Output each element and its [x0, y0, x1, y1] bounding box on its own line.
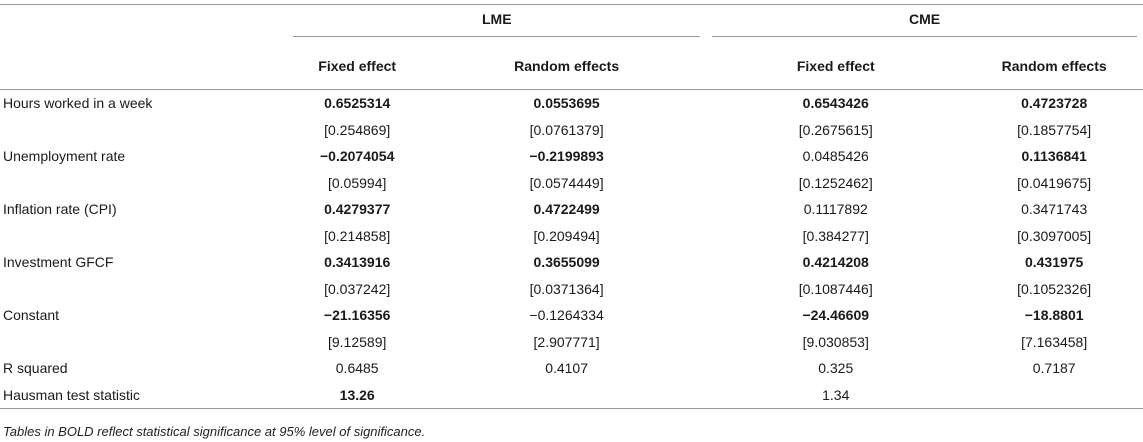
- coefficient-cell: 0.3413916: [324, 254, 391, 271]
- standard-error-cell: [7.163458]: [1021, 333, 1088, 350]
- row-label: Constant: [3, 307, 60, 324]
- standard-error-cell: [0.384277]: [802, 227, 869, 244]
- standard-error-row: [0.037242] [0.0371364] [0.1087446] [0.10523…: [0, 276, 1143, 303]
- group-header-cme: CME: [712, 11, 1137, 37]
- standard-error-cell: [0.1252462]: [798, 174, 873, 191]
- coefficient-cell: 0.431975: [1024, 254, 1084, 271]
- row-label-empty: [0, 276, 287, 303]
- rsquared-row: R squared 0.6485 0.4107 0.325 0.7187: [0, 355, 1143, 382]
- standard-error-cell: [0.1087446]: [798, 280, 873, 297]
- coefficient-row: Unemployment rate −0.2074054 −0.2199893 0.0…: [0, 143, 1143, 170]
- rsquared-cell: 0.325: [818, 360, 854, 377]
- coefficient-cell: 0.4214208: [802, 254, 869, 271]
- row-label: R squared: [3, 360, 68, 377]
- standard-error-cell: [0.3097005]: [1017, 227, 1092, 244]
- coefficient-cell: 0.4723728: [1021, 95, 1088, 112]
- row-label-empty: [0, 223, 287, 250]
- column-header-lme-fixed: Fixed effect: [287, 43, 428, 90]
- coefficient-cell: 0.4279377: [324, 201, 391, 218]
- column-header-cme-fixed: Fixed effect: [706, 43, 966, 90]
- coefficient-cell: −0.2199893: [529, 148, 604, 165]
- standard-error-cell: [0.254869]: [324, 121, 391, 138]
- hausman-cell: 1.34: [706, 381, 966, 409]
- standard-error-cell: [0.0419675]: [1017, 174, 1092, 191]
- standard-error-cell: [9.030853]: [802, 333, 869, 350]
- standard-error-cell: [0.1857754]: [1017, 121, 1092, 138]
- coefficient-cell: 0.4722499: [533, 201, 600, 218]
- regression-table: LME CME Fixed effect Random effects Fixe…: [0, 4, 1143, 409]
- standard-error-cell: [0.214858]: [324, 227, 391, 244]
- standard-error-cell: [9.12589]: [327, 333, 387, 350]
- coefficient-row: Constant −21.16356 −0.1264334 −24.46609 −18.…: [0, 302, 1143, 329]
- coefficient-cell: 0.1136841: [1021, 148, 1087, 165]
- hausman-cell: [427, 381, 707, 409]
- coefficient-cell: −21.16356: [323, 307, 391, 324]
- coefficient-cell: −18.8801: [1024, 307, 1084, 324]
- coefficient-cell: −0.1264334: [529, 307, 604, 324]
- row-label-empty: [0, 117, 287, 144]
- coefficient-cell: 0.6525314: [324, 95, 391, 112]
- standard-error-cell: [2.907771]: [533, 333, 600, 350]
- standard-error-row: [0.214858] [0.209494] [0.384277] [0.3097005…: [0, 223, 1143, 250]
- coefficient-row: Inflation rate (CPI) 0.4279377 0.4722499 0.…: [0, 196, 1143, 223]
- standard-error-cell: [0.209494]: [533, 227, 600, 244]
- table-footnote: Tables in BOLD reflect statistical signi…: [3, 424, 426, 439]
- row-label: Hours worked in a week: [3, 95, 153, 112]
- row-label-empty: [0, 329, 287, 356]
- standard-error-row: [9.12589] [2.907771] [9.030853] [7.163458]: [0, 329, 1143, 356]
- coefficient-row: Hours worked in a week 0.6525314 0.0553695…: [0, 90, 1143, 117]
- coefficient-cell: 0.1117892: [803, 201, 868, 218]
- standard-error-row: [0.254869] [0.0761379] [0.2675615] [0.18577…: [0, 117, 1143, 144]
- standard-error-cell: [0.0371364]: [529, 280, 604, 297]
- column-header-cme-random: Random effects: [965, 43, 1143, 90]
- hausman-row: Hausman test statistic 13.26 1.34: [0, 381, 1143, 409]
- row-label: Inflation rate (CPI): [3, 201, 117, 218]
- standard-error-cell: [0.0574449]: [529, 174, 604, 191]
- coefficient-cell: 0.0485426: [802, 148, 869, 165]
- coefficient-cell: 0.3655099: [533, 254, 600, 271]
- rsquared-cell: 0.6485: [335, 360, 379, 377]
- coefficient-row: Investment GFCF 0.3413916 0.3655099 0.42142…: [0, 249, 1143, 276]
- standard-error-row: [0.05994] [0.0574449] [0.1252462] [0.041967…: [0, 170, 1143, 197]
- coefficient-cell: −0.2074054: [320, 148, 395, 165]
- column-header-lme-random: Random effects: [427, 43, 707, 90]
- standard-error-cell: [0.037242]: [324, 280, 391, 297]
- standard-error-cell: [0.2675615]: [798, 121, 873, 138]
- coefficient-cell: 0.6543426: [802, 95, 869, 112]
- column-header-row: Fixed effect Random effects Fixed effect…: [0, 43, 1143, 90]
- standard-error-cell: [0.0761379]: [529, 121, 604, 138]
- rsquared-cell: 0.7187: [1032, 360, 1076, 377]
- coefficient-cell: 0.0553695: [533, 95, 600, 112]
- row-label: Hausman test statistic: [0, 381, 288, 409]
- coefficient-cell: −24.46609: [802, 307, 870, 324]
- rsquared-cell: 0.4107: [545, 360, 589, 377]
- row-label: Unemployment rate: [3, 148, 126, 165]
- hausman-cell: [965, 381, 1143, 409]
- standard-error-cell: [0.05994]: [327, 174, 387, 191]
- group-header-row: LME CME: [0, 4, 1143, 43]
- row-label-empty: [0, 170, 287, 197]
- coefficient-cell: 0.3471743: [1021, 201, 1088, 218]
- row-label: Investment GFCF: [3, 254, 114, 271]
- hausman-cell: 13.26: [287, 381, 428, 409]
- group-header-lme: LME: [293, 11, 701, 37]
- standard-error-cell: [0.1052326]: [1017, 280, 1092, 297]
